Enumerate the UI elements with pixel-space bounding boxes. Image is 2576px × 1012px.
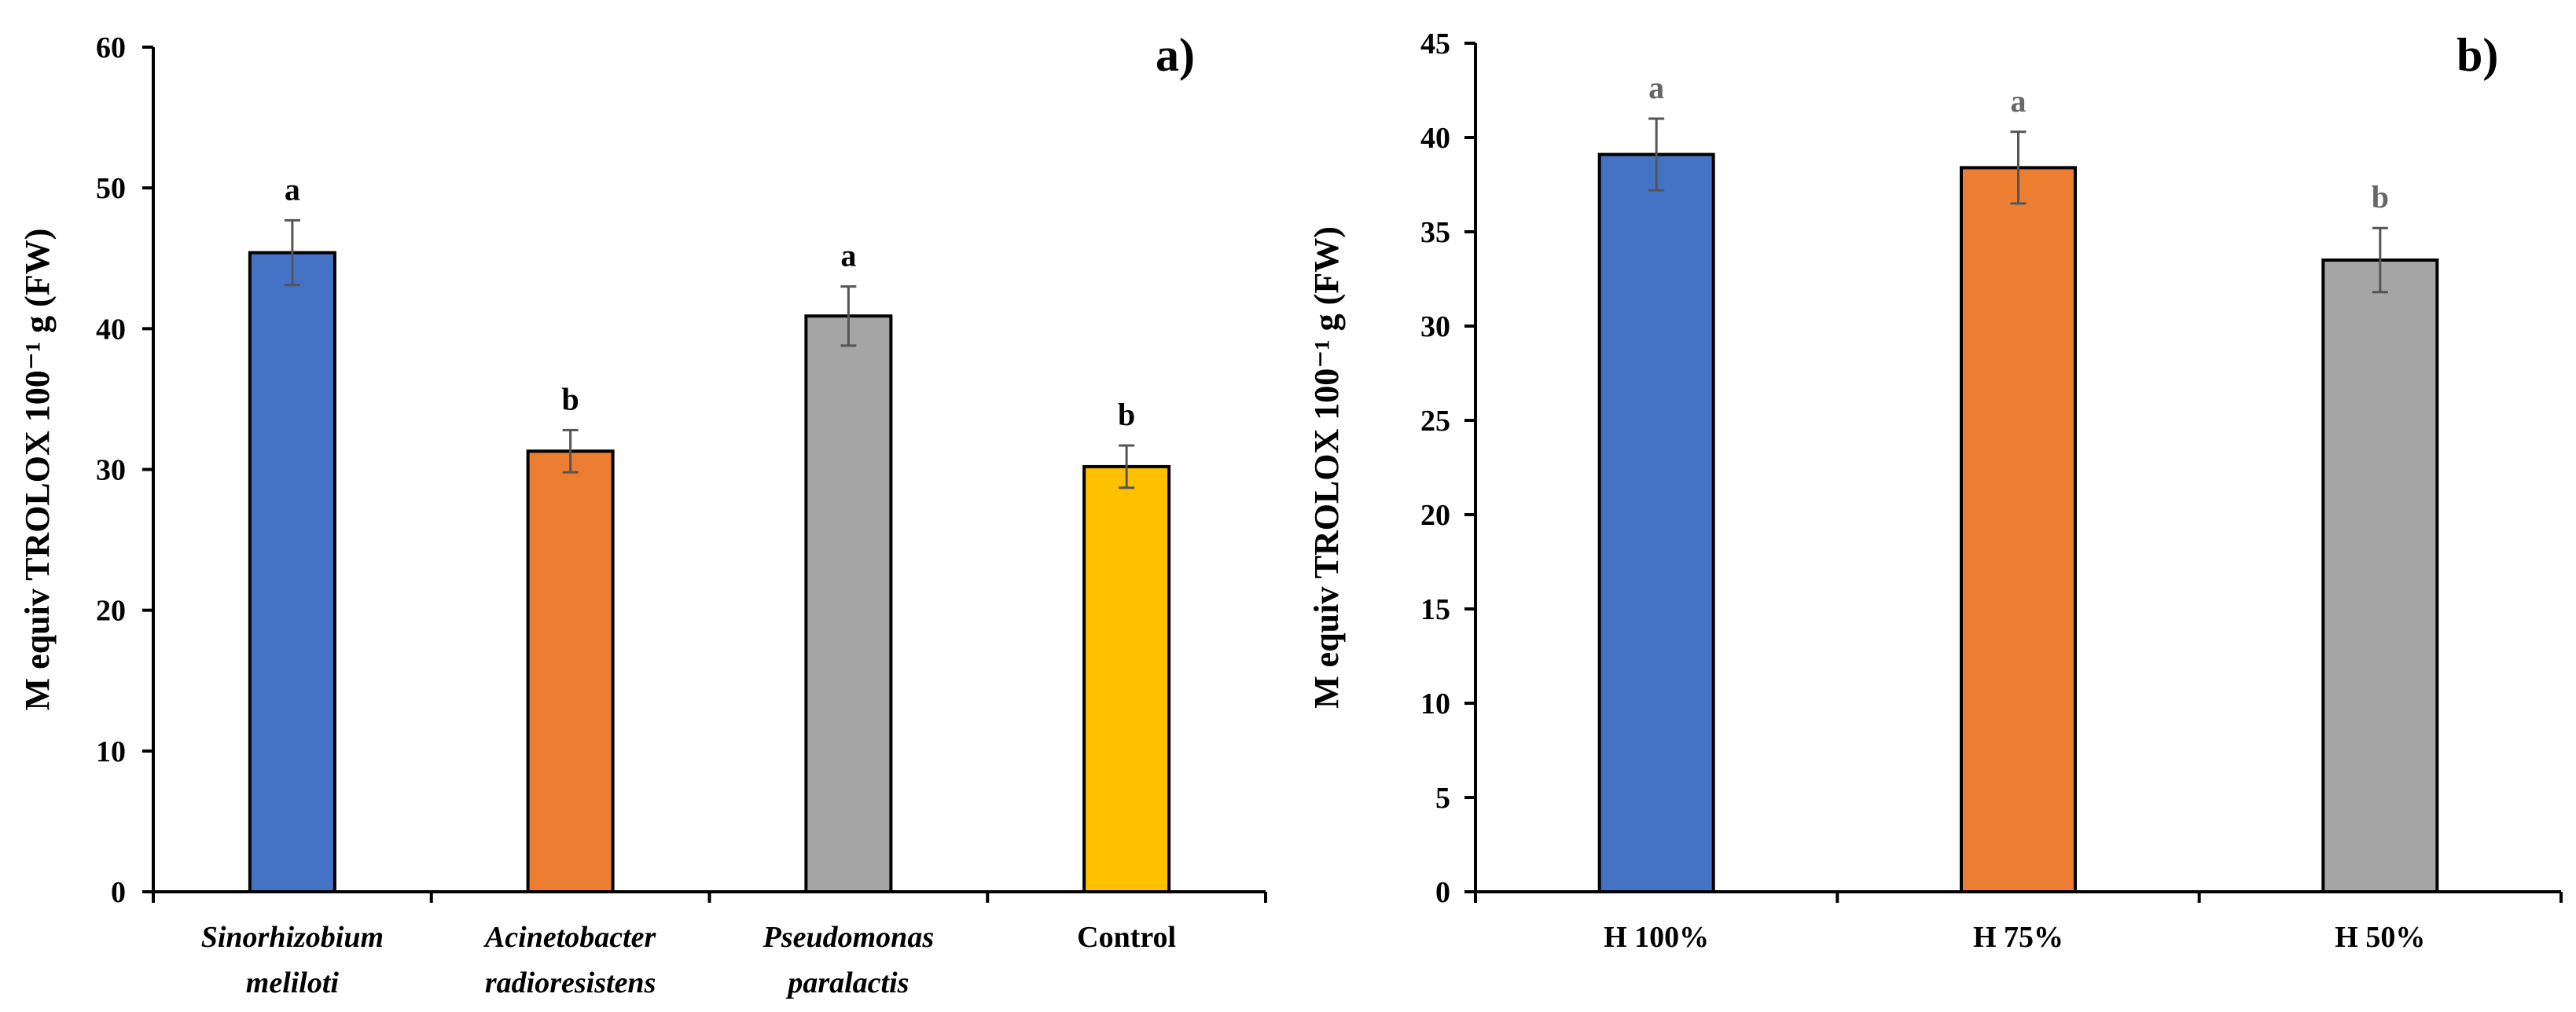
panel-label: b) <box>2457 29 2498 81</box>
significance-letter-4: b <box>1118 397 1135 432</box>
bar-2 <box>1960 166 2077 893</box>
category-label-1-line-1: Sinorhizobium <box>201 921 384 954</box>
error-bar-1 <box>1648 117 1665 192</box>
y-tick-label: 5 <box>1435 782 1450 815</box>
category-label-1: H 100% <box>1604 921 1709 954</box>
y-tick-label: 25 <box>1420 405 1450 438</box>
category-label-1-line-2: meliloti <box>246 966 340 999</box>
significance-letter-2: a <box>2011 83 2027 119</box>
y-tick-label: 10 <box>1420 688 1450 720</box>
y-tick-label: 40 <box>1420 122 1450 155</box>
y-tick-label: 0 <box>111 876 126 909</box>
category-label-3-line-2: paralactis <box>785 966 909 999</box>
y-tick-label: 10 <box>96 735 126 768</box>
y-tick-label: 15 <box>1420 593 1450 626</box>
error-bar-4 <box>1119 444 1135 490</box>
category-label-3-line-1: Pseudomonas <box>763 921 934 954</box>
y-tick-label: 45 <box>1420 28 1450 60</box>
category-label-2-line-2: radioresistens <box>485 966 656 999</box>
category-label-4: Control <box>1077 921 1176 954</box>
bar-2 <box>526 449 615 893</box>
y-tick-label: 35 <box>1420 216 1450 249</box>
y-tick-label: 20 <box>96 595 126 628</box>
category-label-3: H 50% <box>2335 921 2425 954</box>
error-bar-2 <box>562 428 579 474</box>
bar-1 <box>248 251 336 894</box>
category-label-2: H 75% <box>1973 921 2063 954</box>
error-bar-3 <box>2372 226 2388 294</box>
chart-a: a Sinorhizobium meliloti b Acinetobacter radi… <box>18 29 1267 999</box>
error-bar-2 <box>2010 130 2027 205</box>
y-tick-label: 0 <box>1435 876 1450 909</box>
y-tick-label: 40 <box>96 313 126 346</box>
panel-label: a) <box>1156 29 1195 81</box>
significance-letter-1: a <box>285 171 300 207</box>
chart-b: a H 100% a H 75% b H 50% 0 5 10 15 20 25 30 35 40 45 M e… <box>1307 28 2563 954</box>
error-bar-1 <box>284 218 300 287</box>
bar-3 <box>804 314 893 894</box>
y-tick-label: 20 <box>1420 499 1450 532</box>
significance-letter-3: b <box>2372 179 2389 214</box>
significance-letter-3: a <box>840 238 856 273</box>
significance-letter-2: b <box>562 381 579 416</box>
y-axis-label: M equiv TROLOX 100⁻¹ g (FW) <box>18 229 57 711</box>
bar-3 <box>2321 258 2439 893</box>
category-label-2-line-1: Acinetobacter <box>483 921 657 954</box>
error-bar-3 <box>840 285 857 347</box>
y-axis-label: M equiv TROLOX 100⁻¹ g (FW) <box>1307 226 1346 709</box>
y-tick-label: 60 <box>96 31 126 64</box>
y-tick-label: 30 <box>96 454 126 487</box>
bar-4 <box>1082 464 1171 893</box>
y-tick-label: 50 <box>96 172 126 205</box>
bar-1 <box>1597 152 1715 894</box>
significance-letter-1: a <box>1648 70 1664 105</box>
y-tick-label: 30 <box>1420 310 1450 343</box>
